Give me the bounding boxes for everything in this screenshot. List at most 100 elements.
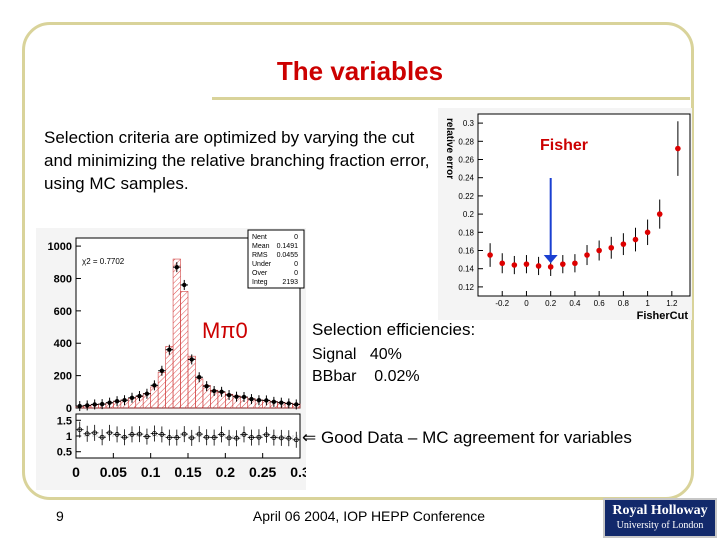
mpi0-y-tick-label: 400 — [54, 338, 72, 350]
ratio-point — [144, 434, 150, 440]
stat-mean-label: Mean — [252, 243, 270, 250]
ratio-point — [99, 434, 105, 440]
fisher-x-tick-label: -0.2 — [495, 299, 509, 308]
fisher-point — [511, 262, 518, 268]
ratio-y-tick-label: 0.5 — [57, 447, 72, 459]
ratio-point — [181, 431, 187, 437]
data-point — [197, 375, 202, 380]
stat-under-label: Under — [252, 261, 272, 268]
mpi0-y-tick-label: 600 — [54, 306, 72, 318]
ratio-point — [129, 432, 135, 437]
data-point — [279, 400, 284, 405]
fisher-point — [487, 252, 493, 258]
mpi0-plot: 0 200 400 600 800 1000 0.5 1 1.5 0 0.05 0.1 0.15 0.2 0… — [36, 228, 310, 490]
data-point — [107, 400, 112, 405]
fisher-point — [572, 260, 578, 267]
mpi0-x-tick-label: 0.1 — [141, 464, 161, 480]
ratio-point — [219, 432, 225, 437]
data-point — [92, 402, 97, 407]
ratio-point — [77, 427, 83, 433]
fisher-plot: Fisher FisherCut relative error 0.12 0.14… — [438, 108, 692, 322]
intro-text: Selection criteria are optimized by vary… — [44, 128, 430, 193]
agreement-text: Good Data – MC agreement for variables — [320, 428, 632, 447]
fisher-y-tick-label: 0.28 — [458, 137, 474, 146]
fisher-point — [547, 264, 554, 270]
ratio-point — [107, 430, 112, 436]
data-point — [256, 398, 262, 403]
data-point — [174, 264, 179, 270]
ratio-point — [174, 435, 180, 440]
fisher-x-tick-label: 0 — [524, 299, 529, 308]
fisher-y-tick-label: 0.3 — [463, 119, 475, 128]
mpi0-x-tick-label: 0 — [72, 464, 80, 480]
fisher-point — [535, 263, 542, 269]
stat-integ-value: 2193 — [282, 279, 298, 286]
data-point — [137, 393, 142, 399]
ratio-point — [278, 435, 284, 441]
mpi0-x-tick-label: 0.2 — [216, 464, 236, 480]
data-point — [99, 401, 105, 407]
fisher-x-tick-label: 0.6 — [594, 299, 606, 308]
data-point — [122, 398, 127, 403]
bbbar-label: BBbar — [312, 368, 357, 385]
mpi0-y-tick-label: 0 — [66, 403, 72, 415]
fisher-xlabel: FisherCut — [637, 310, 689, 320]
data-point — [204, 383, 209, 389]
data-point — [241, 394, 247, 400]
fisher-title: Fisher — [540, 137, 588, 154]
mc-bar — [165, 346, 174, 409]
fisher-point — [656, 211, 663, 217]
signal-label: Signal — [312, 346, 357, 363]
data-point — [226, 392, 232, 398]
mpi0-title: Mπ0 — [202, 318, 248, 343]
data-point — [219, 389, 224, 395]
fisher-y-tick-label: 0.14 — [458, 265, 474, 274]
fisher-point — [596, 247, 602, 254]
data-point — [129, 395, 135, 400]
university-logo: Royal Holloway University of London — [603, 498, 717, 538]
mc-bar — [180, 291, 189, 409]
mpi0-y-tick-label: 200 — [54, 371, 72, 383]
ratio-point — [189, 435, 195, 441]
data-point — [234, 394, 239, 399]
stat-mean-value: 0.1491 — [277, 243, 299, 250]
stat-rms-value: 0.0455 — [277, 252, 299, 259]
ratio-point — [211, 435, 217, 440]
signal-value: 40% — [369, 346, 402, 363]
fisher-x-tick-label: 0.4 — [569, 299, 581, 308]
fisher-point — [523, 261, 530, 267]
fisher-x-tick-label: 1.2 — [666, 299, 678, 308]
data-point — [271, 399, 277, 405]
data-point — [286, 401, 291, 406]
fisher-y-tick-label: 0.18 — [458, 228, 474, 237]
signal-row: Signal 40% — [312, 346, 402, 364]
fisher-x-tick-label: 0.2 — [545, 299, 557, 308]
stat-integ-label: Integ — [252, 279, 268, 286]
stat-nent-label: Nent — [252, 234, 267, 241]
ratio-point — [249, 435, 254, 440]
data-point — [152, 383, 157, 388]
stat-under-value: 0 — [294, 261, 298, 268]
logo-line1: Royal Holloway — [612, 503, 708, 518]
data-point — [249, 396, 254, 402]
slide-frame — [22, 22, 694, 500]
ratio-point — [159, 432, 165, 437]
ratio-y-tick-label: 1 — [66, 431, 72, 443]
ratio-point — [196, 431, 202, 437]
mpi0-x-tick-label: 0.15 — [174, 464, 201, 480]
mpi0-x-tick-label: 0.05 — [100, 464, 127, 480]
mc-bar — [157, 372, 166, 409]
fisher-point — [675, 145, 681, 152]
ratio-point — [137, 431, 142, 437]
data-point — [144, 391, 150, 396]
data-point — [85, 403, 90, 408]
ratio-point — [152, 431, 157, 436]
fisher-point — [608, 244, 615, 251]
data-point — [167, 347, 172, 352]
mc-bar — [172, 258, 181, 409]
data-point — [294, 402, 299, 407]
fisher-point — [620, 241, 627, 247]
fisher-y-tick-label: 0.12 — [458, 283, 474, 292]
bbbar-value: 0.02% — [374, 368, 420, 385]
